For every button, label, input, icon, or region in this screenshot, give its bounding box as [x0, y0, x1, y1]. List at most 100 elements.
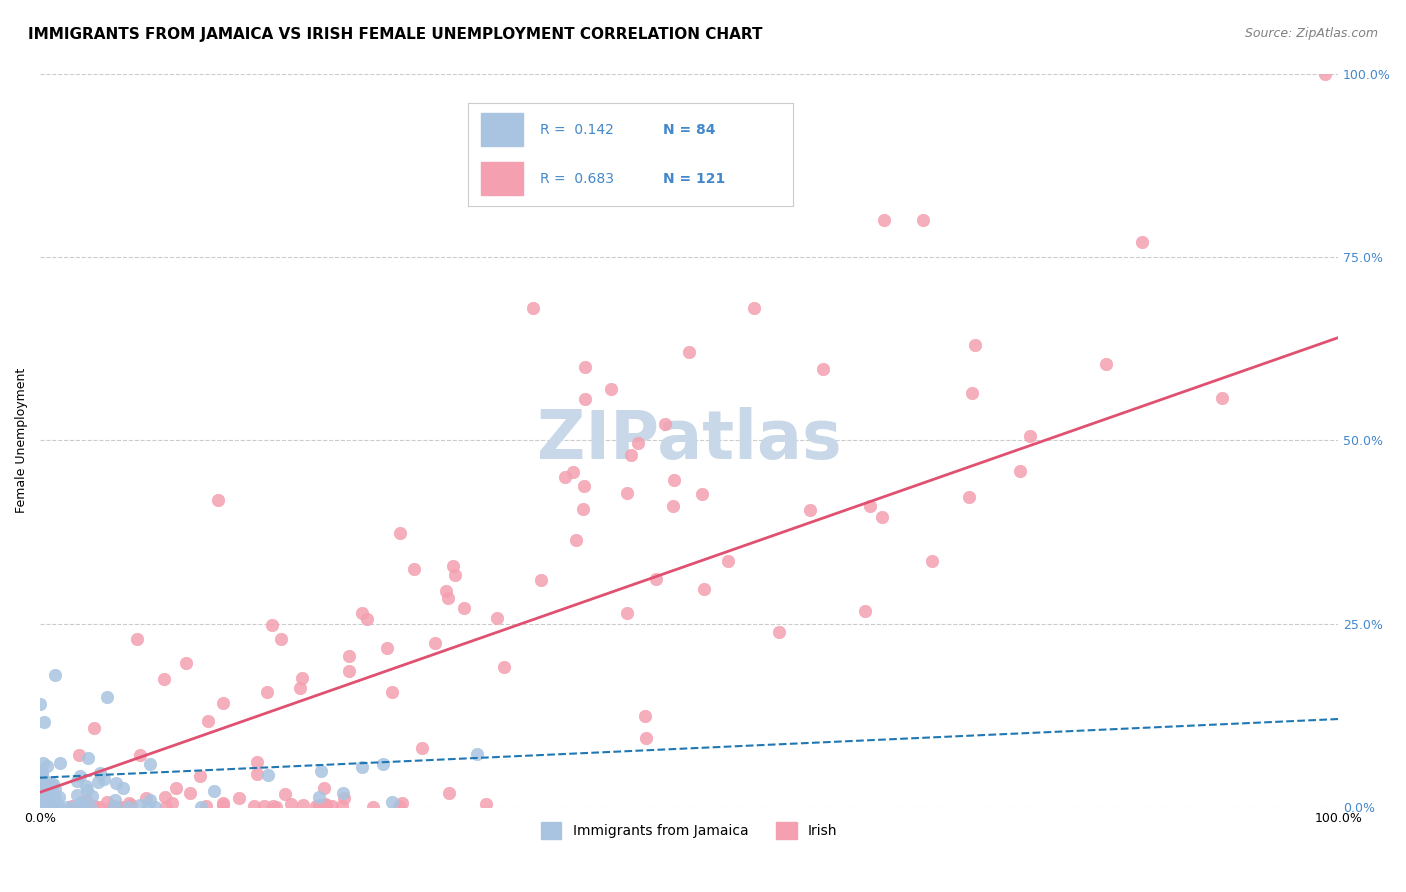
Point [104, 776, 127, 790]
Point [352, 607, 374, 621]
Point [110, 799, 132, 814]
Point [742, 301, 765, 316]
Point [188, 769, 211, 783]
Point [31, 800, 53, 814]
Point [243, 799, 266, 814]
Point [411, 740, 433, 755]
Point [174, 656, 197, 670]
Point [118, 796, 141, 810]
Point [89, 800, 111, 814]
Point [616, 607, 638, 621]
Point [437, 591, 460, 606]
Point [305, 798, 328, 813]
Text: IMMIGRANTS FROM JAMAICA VS IRISH FEMALE UNEMPLOYMENT CORRELATION CHART: IMMIGRANTS FROM JAMAICA VS IRISH FEMALE … [28, 27, 762, 42]
Point [492, 660, 515, 674]
Point [572, 479, 595, 493]
Point [66, 789, 89, 803]
Point [315, 798, 337, 813]
Point [103, 800, 125, 814]
Point [31, 800, 53, 814]
Point [332, 790, 354, 805]
Point [37, 758, 59, 772]
Point [139, 757, 162, 772]
Point [28, 778, 51, 792]
Point [425, 636, 447, 650]
Text: ZIPatlas: ZIPatlas [537, 408, 841, 474]
Point [356, 612, 378, 626]
Point [31, 756, 53, 771]
Point [337, 664, 360, 678]
Point [49, 756, 72, 771]
Point [30, 774, 52, 789]
Point [561, 466, 583, 480]
Point [30, 800, 52, 814]
Point [253, 799, 276, 814]
Point [60, 798, 83, 813]
Point [337, 649, 360, 664]
Point [32, 789, 55, 803]
Point [308, 798, 330, 813]
Point [361, 800, 384, 814]
Point [83, 799, 105, 814]
Point [31, 799, 53, 814]
Point [111, 781, 134, 796]
Point [634, 731, 657, 746]
Point [197, 714, 219, 729]
Point [662, 473, 685, 487]
Point [194, 799, 217, 814]
Point [83, 721, 105, 735]
Point [768, 624, 790, 639]
Point [35, 800, 58, 814]
Point [911, 213, 934, 227]
Point [30, 787, 52, 801]
Point [853, 604, 876, 618]
Point [246, 756, 269, 770]
Point [654, 417, 676, 432]
Point [441, 559, 464, 574]
Point [870, 509, 893, 524]
Legend: Immigrants from Jamaica, Irish: Immigrants from Jamaica, Irish [536, 816, 844, 844]
Point [381, 685, 404, 699]
Point [962, 386, 984, 401]
Point [56, 800, 79, 814]
Point [1130, 235, 1153, 249]
Point [315, 798, 337, 813]
Point [270, 632, 292, 646]
Point [291, 672, 314, 686]
Point [129, 798, 152, 813]
Point [260, 618, 283, 632]
Point [311, 800, 333, 814]
Point [530, 573, 553, 587]
Point [574, 392, 596, 406]
Point [274, 787, 297, 801]
Point [692, 582, 714, 596]
Point [96, 690, 118, 704]
Point [103, 793, 125, 807]
Point [717, 554, 740, 568]
Point [41, 782, 63, 797]
Point [139, 793, 162, 807]
Point [35, 790, 58, 805]
Point [371, 756, 394, 771]
Point [692, 487, 714, 501]
Point [80, 789, 103, 803]
Point [212, 797, 235, 812]
Point [135, 790, 157, 805]
Point [162, 797, 184, 811]
Point [67, 747, 90, 762]
Point [63, 800, 86, 814]
Point [42, 800, 65, 814]
Point [212, 797, 235, 811]
Point [165, 780, 187, 795]
Point [45, 795, 67, 809]
Point [35, 800, 58, 814]
Point [207, 492, 229, 507]
Point [288, 681, 311, 695]
Point [155, 800, 177, 814]
Point [859, 499, 882, 513]
Point [957, 490, 980, 504]
Point [314, 797, 336, 812]
Point [44, 781, 66, 796]
Point [117, 800, 139, 814]
Point [439, 786, 461, 800]
